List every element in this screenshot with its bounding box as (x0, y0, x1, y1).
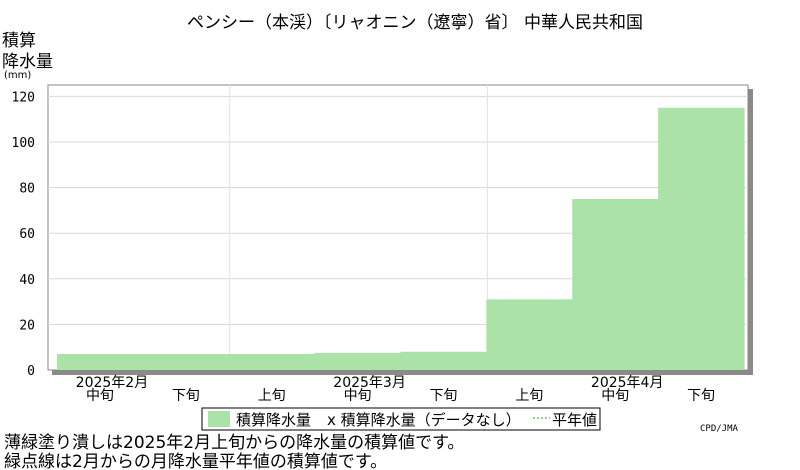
y-tick-label: 80 (19, 182, 35, 197)
x-period-label: 下旬 (172, 388, 200, 404)
x-month-label: 2025年3月 (333, 375, 406, 391)
x-month-label: 2025年2月 (76, 375, 149, 391)
x-period-label: 上旬 (258, 388, 286, 404)
y-tick-label: 60 (19, 227, 35, 242)
y-tick-label: 40 (19, 273, 35, 288)
accumulated-precip-area (57, 107, 745, 371)
x-period-label: 中旬 (86, 388, 114, 404)
y-tick-labels: 0 20 40 60 80 100 120 (12, 90, 35, 379)
x-axis-labels: 中旬 下旬 上旬 中旬 下旬 上旬 中旬 下旬 2025年2月 2025年3月 2025年4月 (56, 370, 745, 404)
note-line-2: 緑点線は2月からの月降水量平年値の積算値です。 (4, 452, 387, 470)
chart-title: ペンシー（本渓）〔リャオニン（遼寧）省〕 中華人民共和国 (187, 13, 643, 33)
accum-step-bar (57, 354, 144, 370)
legend: 積算降水量 x 積算降水量（データなし） 平年値 (201, 407, 601, 431)
y-tick-label: 100 (12, 136, 35, 151)
x-period-label: 中旬 (601, 388, 629, 404)
x-month-label: 2025年4月 (591, 375, 664, 391)
accum-step-bar (658, 107, 745, 371)
y-tick-label: 0 (27, 364, 35, 379)
x-period-label: 上旬 (515, 388, 543, 404)
x-period-label: 下旬 (429, 388, 457, 404)
legend-item-accum: 積算降水量 (236, 411, 311, 429)
legend-item-normal: 平年値 (552, 411, 597, 429)
accum-step-bar (142, 354, 230, 370)
y-tick-label: 120 (12, 90, 35, 105)
y-axis-label-line-1: 積算 (2, 31, 36, 51)
accum-step-bar (314, 352, 402, 370)
y-axis-label-line-2: 降水量 (2, 52, 53, 72)
accum-step-bar (572, 199, 659, 370)
accum-step-bar (228, 354, 316, 370)
y-tick-label: 20 (19, 318, 35, 333)
accum-step-bar (400, 351, 487, 370)
legend-swatch-accum (208, 411, 230, 427)
x-period-label: 中旬 (344, 388, 372, 404)
source-credit: CPD/JMA (700, 424, 739, 434)
legend-item-no-data: x 積算降水量（データなし） (327, 411, 521, 429)
legend-box (201, 407, 601, 431)
x-period-label: 下旬 (687, 388, 715, 404)
accum-step-bar (486, 299, 573, 370)
y-axis-label-unit: (mm) (4, 70, 31, 81)
note-line-1: 薄緑塗り潰しは2025年2月上旬からの降水量の積算値です。 (4, 432, 464, 453)
